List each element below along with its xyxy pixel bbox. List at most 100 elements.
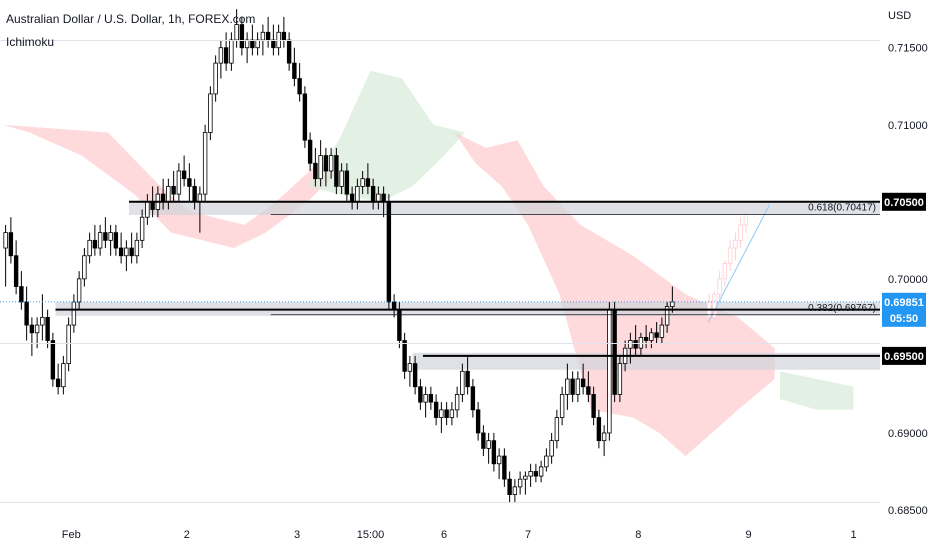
candle-body — [612, 309, 617, 395]
candle-body — [397, 309, 402, 341]
candle-body — [418, 386, 423, 403]
candle-body — [40, 316, 45, 326]
zone-box — [412, 352, 880, 370]
candle-body — [24, 301, 29, 326]
candle-body — [339, 170, 344, 187]
cloud-bullish-segment — [780, 371, 854, 410]
candle-body — [76, 278, 82, 303]
candle-body — [313, 162, 318, 180]
candle-body — [286, 39, 292, 64]
projection-candle — [743, 213, 749, 226]
candle-body — [318, 155, 323, 180]
candle-body — [544, 455, 549, 468]
current-price-badge — [882, 292, 926, 327]
current-price-label: 0.69851 — [884, 297, 924, 309]
candle-body — [150, 201, 155, 210]
candle-body — [265, 31, 271, 41]
candle-body — [670, 301, 675, 307]
candle-body — [507, 478, 512, 495]
candle-body — [192, 185, 197, 203]
candle-body — [197, 193, 203, 203]
candle-body — [92, 239, 98, 249]
price-badge — [882, 346, 926, 365]
price-axis[interactable]: USD 0.68500 0.69000 0.70000 0.71000 0.71500 — [0, 10, 928, 517]
candle-body — [50, 340, 56, 380]
candle-body — [113, 232, 119, 249]
time-tick-label: 3 — [294, 529, 300, 541]
candle-body — [465, 370, 470, 388]
time-tick-label: 15:00 — [357, 529, 385, 541]
candle-body — [234, 24, 239, 41]
candle-body — [591, 394, 596, 418]
candle-body — [601, 432, 607, 442]
candle-body — [187, 178, 192, 187]
candle-body — [423, 394, 428, 403]
cloud-bullish-segment — [307, 70, 465, 202]
candle-body — [260, 31, 266, 41]
candle-body — [355, 185, 360, 203]
candle-body — [559, 394, 565, 418]
candle-body — [71, 301, 77, 326]
candle-body — [659, 324, 665, 338]
candle-body — [176, 170, 182, 195]
candle-body — [628, 340, 633, 349]
candle-body — [97, 232, 103, 249]
price-projection — [706, 204, 770, 326]
candle-body — [649, 332, 654, 341]
candle-body — [617, 363, 623, 395]
candle-body — [271, 39, 276, 49]
candle-body — [654, 332, 659, 338]
price-tick-label: 0.71500 — [888, 43, 928, 55]
bar-countdown-label: 05:50 — [890, 313, 918, 325]
candle-body — [302, 93, 308, 141]
candle-body — [538, 466, 544, 477]
time-tick-label: 9 — [745, 529, 751, 541]
candle-body — [586, 386, 591, 395]
candle-body — [439, 409, 444, 418]
candle-body — [407, 363, 413, 372]
time-tick-label: 8 — [635, 529, 641, 541]
candle-body — [528, 471, 533, 477]
candle-body — [223, 47, 229, 64]
candle-body — [108, 232, 113, 241]
candle-body — [575, 378, 581, 395]
fib-label: 0.618(0.70417) — [808, 203, 876, 214]
price-tick-label: 0.71000 — [888, 120, 928, 132]
candle-body — [607, 309, 612, 434]
candle-body — [160, 193, 166, 203]
projection-candle — [738, 224, 743, 241]
candle-body — [118, 247, 124, 257]
candle-body — [297, 78, 302, 95]
candle-body — [433, 401, 439, 418]
candle-body — [229, 39, 234, 64]
time-tick-label: 6 — [441, 529, 447, 541]
candle-body — [554, 417, 560, 442]
price-tick-label: 0.70000 — [888, 274, 928, 286]
candle-body — [66, 324, 71, 365]
currency-label: USD — [888, 10, 911, 22]
candle-body — [134, 239, 140, 257]
candle-body — [19, 286, 24, 303]
candle-body — [491, 440, 497, 465]
projection-trendline — [708, 204, 770, 323]
candle-body — [517, 478, 523, 488]
candle-body — [565, 378, 570, 395]
projection-candle — [722, 263, 728, 280]
candle-body — [664, 306, 670, 326]
candle-body — [360, 178, 365, 187]
candle-body — [334, 155, 339, 187]
candle-body — [428, 394, 434, 403]
indicator-label-ichimoku[interactable]: Ichimoku — [6, 35, 55, 49]
candle-body — [481, 432, 486, 449]
candle-body — [475, 409, 481, 434]
chart-title: Australian Dollar / U.S. Dollar, 1h, FOR… — [6, 12, 256, 26]
projection-candle — [733, 239, 738, 249]
candle-body — [166, 185, 171, 203]
time-axis[interactable]: Feb 2 3 15:00 6 7 8 9 1 — [62, 529, 857, 541]
price-tick-label: 0.68500 — [888, 505, 928, 517]
candle-body — [145, 201, 150, 218]
candle-body — [370, 185, 376, 203]
candle-body — [218, 47, 224, 64]
